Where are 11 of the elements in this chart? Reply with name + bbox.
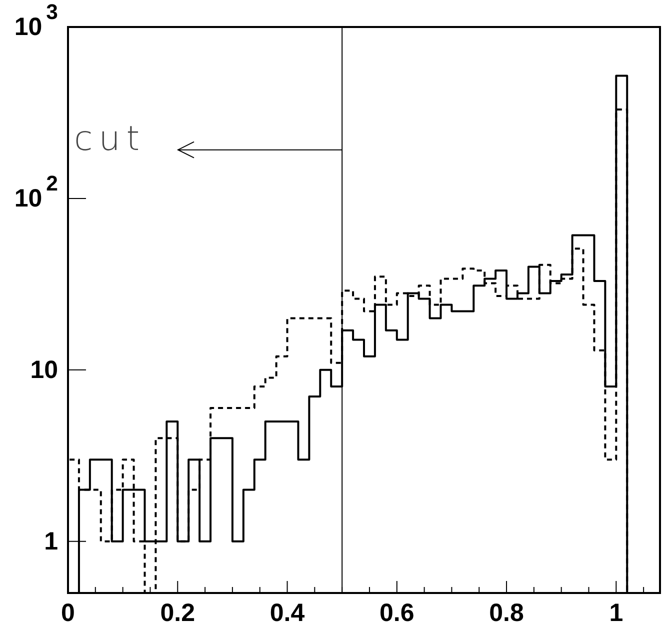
x-tick-label: 0.8 xyxy=(489,599,524,627)
x-tick-label: 0.4 xyxy=(270,599,305,627)
y-tick-label: 1 xyxy=(44,527,58,556)
x-tick-label: 0.6 xyxy=(380,599,414,627)
x-tick-label: 0.2 xyxy=(160,599,196,627)
y-tick-label: 10 xyxy=(30,356,58,384)
ref-line-label: cut xyxy=(74,118,146,159)
y-tick-label: 10$^{2}$ xyxy=(14,172,58,212)
y-tick-label: 10$^{3}$ xyxy=(14,0,58,41)
x-tick-label: 1 xyxy=(609,599,624,627)
x-tick-label: 0 xyxy=(61,599,75,627)
